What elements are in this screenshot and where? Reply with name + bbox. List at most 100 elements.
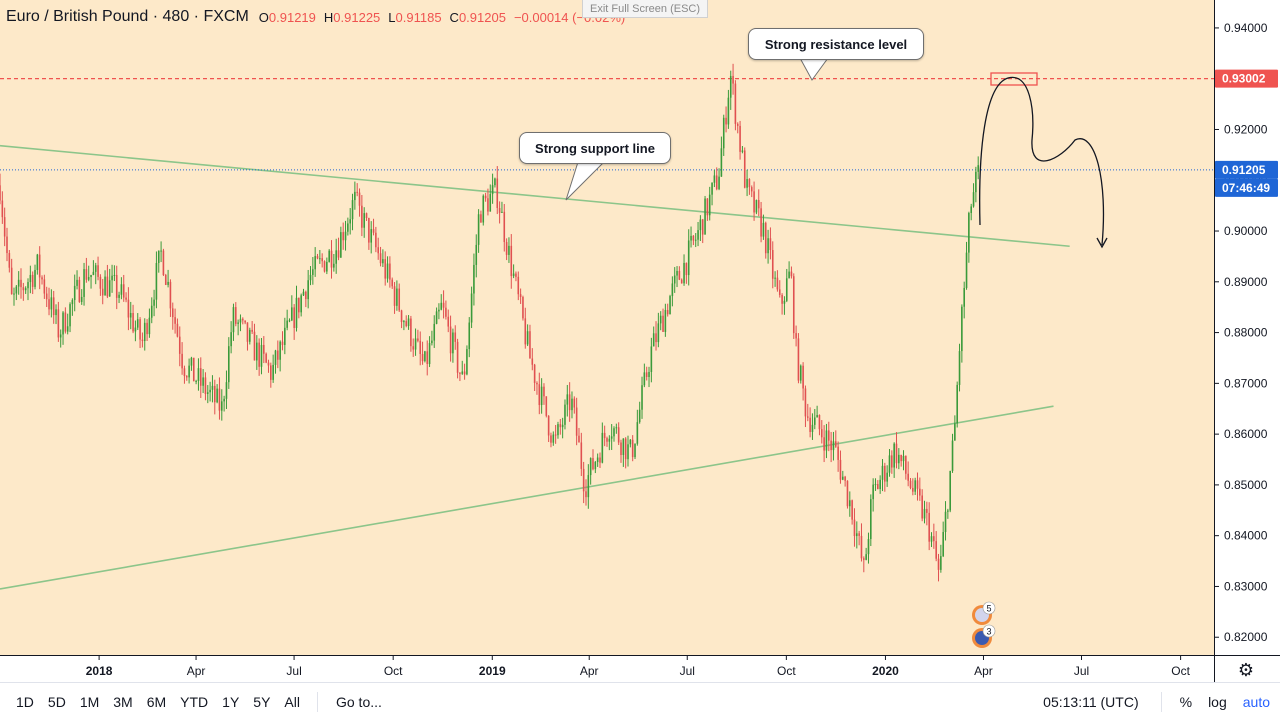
candle-body — [326, 261, 328, 272]
candle-body — [386, 263, 389, 279]
candle-body — [368, 218, 370, 243]
candle-body — [99, 276, 102, 289]
candle-body — [750, 187, 753, 192]
candle-body — [954, 423, 956, 441]
candle-body — [80, 296, 83, 302]
candle-body — [50, 297, 53, 310]
time-tick-label: Oct — [777, 664, 796, 678]
plot-background — [0, 0, 1214, 655]
candle-body — [463, 371, 466, 375]
candle-body — [379, 253, 382, 264]
candle-body — [711, 182, 713, 195]
candle-body — [496, 178, 499, 209]
symbol-title[interactable]: Euro / British Pound — [6, 8, 149, 25]
candle-body — [671, 283, 674, 297]
candle-body — [132, 312, 134, 332]
candle-body — [129, 312, 132, 318]
range-button[interactable]: All — [284, 694, 300, 710]
range-button[interactable]: 3M — [113, 694, 133, 710]
candle-body — [468, 322, 471, 350]
resistance-callout[interactable]: Strong resistance level — [748, 28, 924, 60]
range-button[interactable]: 5D — [47, 694, 66, 710]
candle-body — [956, 384, 958, 424]
candle-body — [375, 232, 377, 248]
candle-body — [694, 239, 697, 241]
candle-body — [715, 175, 718, 190]
candle-body — [923, 508, 926, 519]
event-count-badge — [982, 624, 996, 638]
candle-body — [106, 276, 109, 297]
candle-body — [816, 415, 818, 418]
support-callout[interactable]: Strong support line — [519, 132, 671, 164]
candle-body — [734, 83, 737, 124]
resistance-target-box — [990, 72, 1038, 86]
candle-body — [898, 454, 900, 464]
candle-body — [825, 430, 828, 451]
candle-body — [498, 208, 501, 213]
range-button[interactable]: 1D — [16, 694, 34, 710]
candle-body — [933, 536, 935, 542]
candle-body — [244, 320, 246, 323]
auto-scale-toggle[interactable]: auto — [1242, 694, 1270, 710]
candle-body — [802, 365, 804, 389]
candle-body — [66, 326, 69, 332]
last-price-tag-bg — [1215, 160, 1278, 179]
candle-body — [851, 500, 853, 520]
candle-body — [776, 277, 779, 290]
candle-body — [501, 211, 503, 213]
candle-body — [872, 484, 874, 500]
goto-button[interactable]: Go to... — [335, 694, 382, 710]
time-tick-label: Apr — [580, 664, 599, 678]
range-button[interactable]: YTD — [180, 694, 209, 710]
time-tick-label: 2019 — [479, 664, 506, 678]
candle-body — [181, 353, 183, 369]
log-scale-toggle[interactable]: log — [1208, 694, 1227, 710]
candle-body — [743, 150, 746, 188]
candle-body — [809, 417, 811, 432]
candle-body — [141, 339, 144, 342]
candle-body — [629, 439, 632, 445]
candle-body — [473, 264, 475, 294]
range-button[interactable]: 6M — [146, 694, 167, 710]
candle-body — [183, 368, 186, 377]
candlestick-chart[interactable]: 0.940000.930000.920000.910000.900000.890… — [0, 0, 1280, 682]
symbol-interval[interactable]: 480 — [162, 8, 190, 25]
candle-body — [419, 340, 422, 354]
candle-body — [393, 286, 396, 306]
candle-body — [347, 223, 349, 232]
candle-body — [333, 263, 335, 268]
candle-body — [428, 343, 431, 365]
settings-gear-icon[interactable]: ⚙ — [1237, 659, 1255, 680]
candle-body — [799, 365, 802, 381]
candle-body — [358, 192, 361, 206]
candle-body — [961, 306, 963, 352]
candle-body — [582, 468, 585, 492]
ohlc-open-value: 0.91219 — [268, 9, 316, 25]
time-tick-label: Oct — [384, 664, 403, 678]
candle-body — [725, 117, 727, 125]
candle-body — [108, 280, 111, 297]
candle-body — [270, 365, 272, 380]
utc-clock[interactable]: 05:13:11 (UTC) — [1043, 694, 1139, 710]
candle-body — [648, 371, 650, 377]
range-button[interactable]: 1M — [79, 694, 100, 710]
candle-body — [795, 333, 797, 339]
range-button[interactable]: 1Y — [222, 694, 240, 710]
candle-body — [64, 312, 67, 332]
candle-body — [568, 394, 571, 411]
candle-body — [748, 179, 751, 188]
candle-body — [34, 269, 36, 287]
candle-body — [202, 377, 204, 386]
candle-body — [424, 351, 426, 362]
range-button[interactable]: 5Y — [253, 694, 271, 710]
candle-body — [398, 288, 401, 311]
symbol-name[interactable]: Euro / British Pound · 480 · FXCM — [6, 8, 249, 25]
percent-scale-toggle[interactable]: % — [1179, 694, 1193, 710]
exit-fullscreen-button[interactable]: Exit Full Screen (ESC) — [582, 0, 708, 18]
candle-body — [538, 384, 541, 406]
candle-body — [592, 458, 594, 470]
candle-body — [963, 287, 965, 307]
candle-body — [160, 250, 162, 252]
candle-body — [524, 318, 527, 345]
